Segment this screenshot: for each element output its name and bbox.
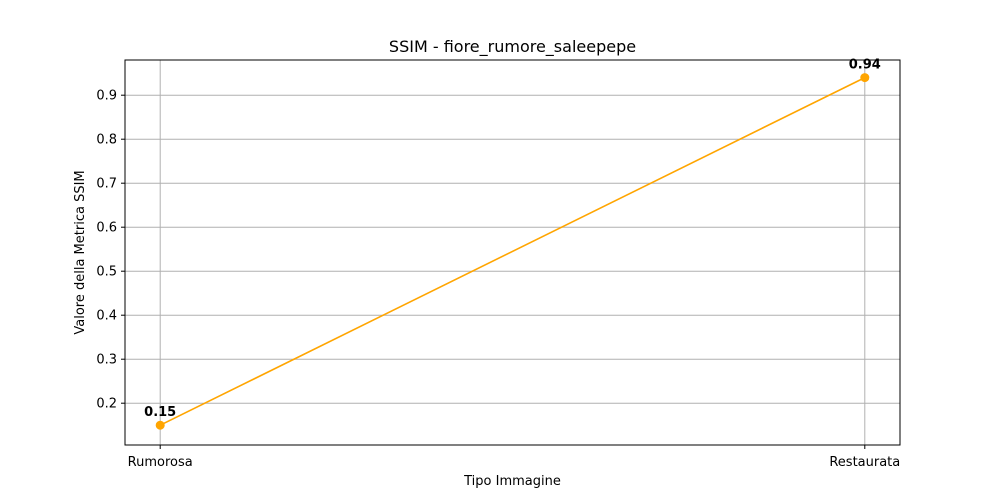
y-tick-label: 0.3 [96,353,117,368]
data-point [860,73,870,83]
plot-frame [124,59,901,446]
x-tick-label: Rumorosa [128,455,193,470]
x-tick-label: Restaurata [829,455,900,470]
series-layer [155,73,870,430]
data-label: 0.15 [144,405,176,420]
y-tick-label: 0.8 [96,133,117,148]
y-tick-label: 0.7 [96,177,117,192]
y-tick-label: 0.4 [96,309,117,324]
series-line [159,76,866,426]
x-axis-label: Tipo Immagine [463,474,561,489]
data-labels: 0.15 0.94 [144,58,881,421]
y-axis-label: Valore della Metrica SSIM [73,170,88,334]
grid [125,60,900,445]
data-label: 0.94 [849,58,881,73]
y-tick-label: 0.2 [96,397,117,412]
y-tick-label: 0.5 [96,265,117,280]
y-tick-label: 0.6 [96,221,117,236]
ticks: 0.2 0.3 0.4 0.5 0.6 0.7 0.8 0.9 Rumorosa Restaura… [96,89,900,470]
y-tick-label: 0.9 [96,89,117,104]
data-point [155,420,165,430]
chart-title: SSIM - fiore_rumore_saleepepe [389,37,636,57]
